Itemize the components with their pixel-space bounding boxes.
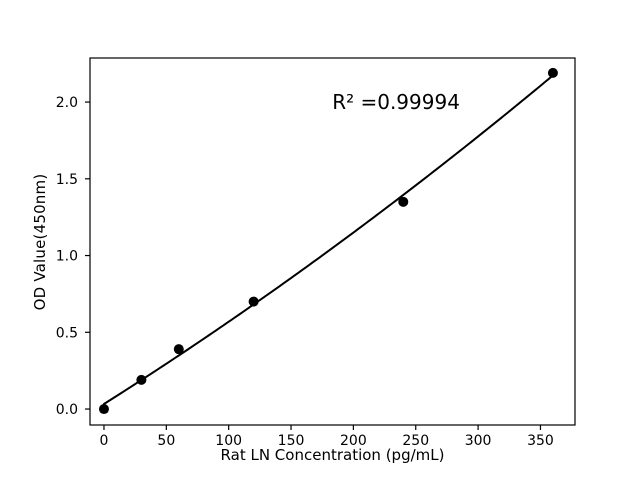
x-tick-label: 300 [465, 433, 492, 449]
y-tick-label: 0.0 [56, 402, 78, 418]
plot-border [89, 57, 576, 426]
x-tick-label: 50 [157, 433, 175, 449]
x-tick-label: 0 [100, 433, 109, 449]
x-tick-label: 250 [402, 433, 429, 449]
x-tick-label: 350 [527, 433, 554, 449]
x-tick-label: 100 [215, 433, 242, 449]
x-tick-label: 150 [278, 433, 305, 449]
data-point [136, 374, 147, 385]
data-point [98, 404, 109, 415]
x-axis-label: Rat LN Concentration (pg/mL) [220, 446, 445, 464]
data-point [547, 67, 558, 78]
data-point [398, 196, 409, 207]
y-tick-label: 1.0 [56, 249, 78, 265]
y-tick-label: 2.0 [56, 95, 78, 111]
y-tick-label: 1.5 [56, 172, 78, 188]
r-squared-annotation: R² =0.99994 [332, 90, 460, 115]
fit-line [102, 74, 554, 405]
y-axis-label: OD Value(450nm) [31, 173, 49, 311]
y-tick-label: 0.5 [56, 325, 78, 341]
data-point [173, 344, 184, 355]
data-point [248, 296, 259, 307]
x-tick-label: 200 [340, 433, 367, 449]
